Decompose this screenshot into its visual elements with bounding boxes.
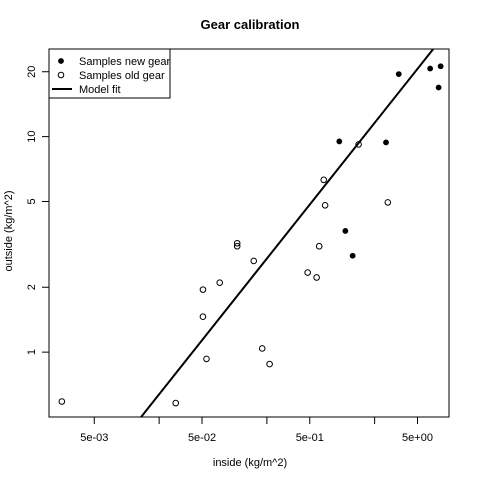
x-tick-label: 5e+00 [402,432,433,444]
old-gear-point [199,286,207,293]
old-gear-point [233,239,241,247]
old-gear-point [250,257,258,265]
old-gear-point [203,355,210,363]
plot-area: 5e-03 5e-02 5e-01 5e+00 1 2 5 10 20 [26,48,450,444]
old-gear-point [233,242,241,250]
old-gear-point [321,202,329,209]
legend-label: Samples old gear [79,70,165,82]
old-gear-point [258,345,266,352]
old-gear-point [199,313,207,321]
new-gear-point [435,84,442,91]
old-gear-point [58,398,66,405]
chart-title: Gear calibration [201,17,300,32]
old-gear-point [320,176,328,184]
y-tick-label: 1 [26,349,38,355]
old-gear-point [315,242,323,250]
model-fit-line [140,49,435,417]
legend-label: Samples new gear [79,56,170,68]
old-gear-point [384,199,392,206]
new-gear-point [395,71,402,78]
y-tick-label: 2 [26,284,38,290]
legend: Samples new gear Samples old gear Model fi… [48,48,171,99]
new-gear-point [437,63,444,70]
y-tick-label: 10 [26,130,38,142]
legend-open-circle-icon [57,71,65,79]
x-tick-label: 5e-03 [80,432,108,444]
old-gear-point [266,360,273,368]
old-gear-point [216,279,224,286]
new-gear-point [342,228,349,234]
x-axis-label: inside (kg/m^2) [213,457,287,469]
new-gear-point [383,139,389,146]
y-tick-label: 5 [26,198,38,204]
old-gear-point [172,399,180,407]
legend-filled-circle-icon [58,58,64,64]
old-gear-point [355,141,362,148]
new-gear-point [349,252,356,259]
new-gear-point [427,65,434,72]
legend-label: Model fit [79,84,121,96]
x-tick-label: 5e-01 [296,432,324,444]
old-gear-point [313,274,320,281]
old-gear-point [304,269,311,276]
y-axis-label: outside (kg/m^2) [3,191,15,272]
y-tick-label: 20 [26,66,38,78]
x-tick-label: 5e-02 [188,432,216,444]
new-gear-point [336,138,343,145]
plot-frame [48,48,450,418]
